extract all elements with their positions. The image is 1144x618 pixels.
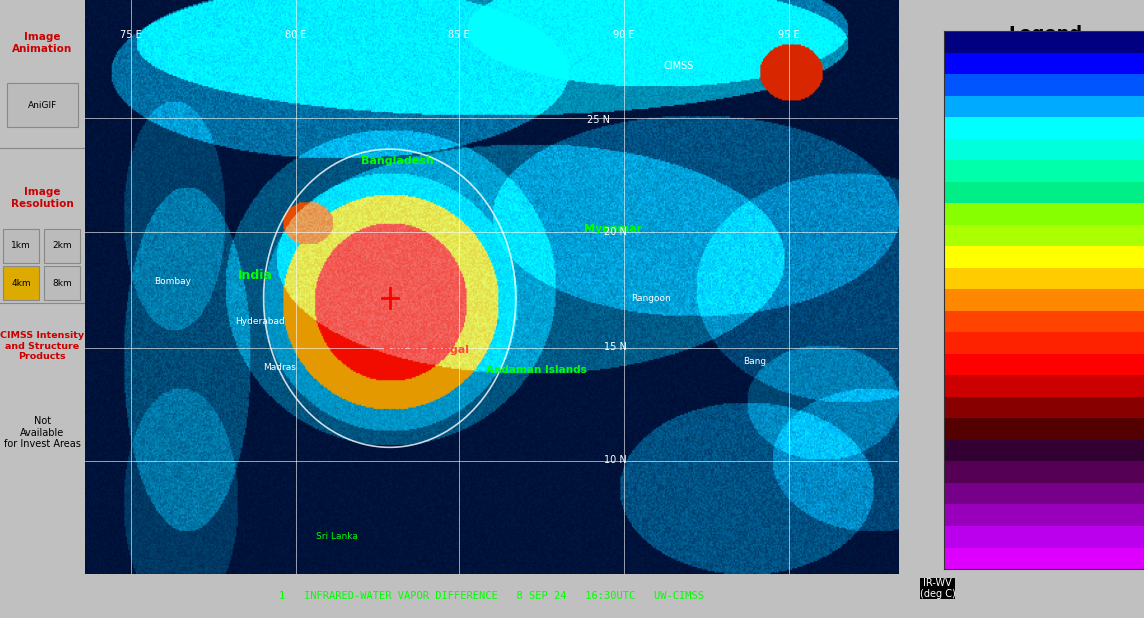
Text: IR-WV
(deg C): IR-WV (deg C) [920, 578, 955, 599]
Text: - Political Boundaries: - Political Boundaries [977, 216, 1080, 226]
Text: 20 N: 20 N [604, 227, 627, 237]
Text: Sri Lanka: Sri Lanka [316, 531, 358, 541]
Text: Madras: Madras [263, 363, 296, 371]
Text: Image
Animation: Image Animation [13, 33, 72, 54]
FancyBboxPatch shape [3, 266, 39, 300]
Text: 2km: 2km [51, 242, 72, 250]
Text: Bangladesh: Bangladesh [362, 156, 435, 166]
Text: 25 N: 25 N [587, 116, 610, 125]
Text: Overlay Products: Overlay Products [977, 185, 1083, 195]
FancyBboxPatch shape [43, 266, 80, 300]
Text: 85 E: 85 E [448, 30, 470, 40]
Text: AniGIF: AniGIF [27, 101, 57, 109]
Text: Hyderabad: Hyderabad [236, 316, 285, 326]
Text: Myanmar: Myanmar [585, 224, 643, 234]
Text: 8km: 8km [51, 279, 72, 287]
Text: 4km: 4km [11, 279, 31, 287]
Text: Base Image: Base Image [977, 68, 1049, 78]
Text: 75 E: 75 E [120, 30, 142, 40]
Text: 15 N: 15 N [604, 342, 627, 352]
Text: - Latitude/Longitude: - Latitude/Longitude [977, 244, 1075, 254]
Text: CIMSS Intensity
and Structure
Products: CIMSS Intensity and Structure Products [0, 331, 85, 361]
Text: 20240908/1200UTC: 20240908/1200UTC [977, 300, 1091, 310]
Text: - IR/WV Difference Image: - IR/WV Difference Image [977, 93, 1099, 103]
Text: Not
Available
for Invest Areas: Not Available for Invest Areas [3, 416, 81, 449]
Text: 80 E: 80 E [285, 30, 307, 40]
Text: India: India [238, 269, 273, 282]
Text: Bang: Bang [744, 357, 766, 366]
Text: Legend: Legend [1009, 25, 1082, 43]
FancyBboxPatch shape [43, 229, 80, 263]
Text: 90 E: 90 E [613, 30, 635, 40]
Text: 1km: 1km [11, 242, 31, 250]
Text: CIMSS: CIMSS [664, 61, 693, 71]
Text: (source:JTWC): (source:JTWC) [977, 328, 1064, 337]
Text: - Invest Position: - Invest Position [977, 272, 1055, 282]
Text: 95 E: 95 E [778, 30, 800, 40]
Text: - Labels: - Labels [977, 355, 1015, 365]
Text: Andaman Islands: Andaman Islands [486, 365, 587, 375]
Text: 10 N: 10 N [604, 455, 627, 465]
FancyBboxPatch shape [3, 229, 39, 263]
Text: Image
Resolution: Image Resolution [11, 187, 73, 208]
Text: 20240908/163000UTC: 20240908/163000UTC [977, 124, 1101, 133]
Text: 1   INFRARED-WATER VAPOR DIFFERENCE   8 SEP 24   16:30UTC   UW-CIMSS: 1 INFRARED-WATER VAPOR DIFFERENCE 8 SEP … [279, 591, 704, 601]
FancyBboxPatch shape [7, 83, 78, 127]
Text: Bombay: Bombay [153, 276, 191, 286]
Text: Bay of Bengal: Bay of Bengal [383, 345, 469, 355]
Text: Rangoon: Rangoon [631, 294, 672, 303]
